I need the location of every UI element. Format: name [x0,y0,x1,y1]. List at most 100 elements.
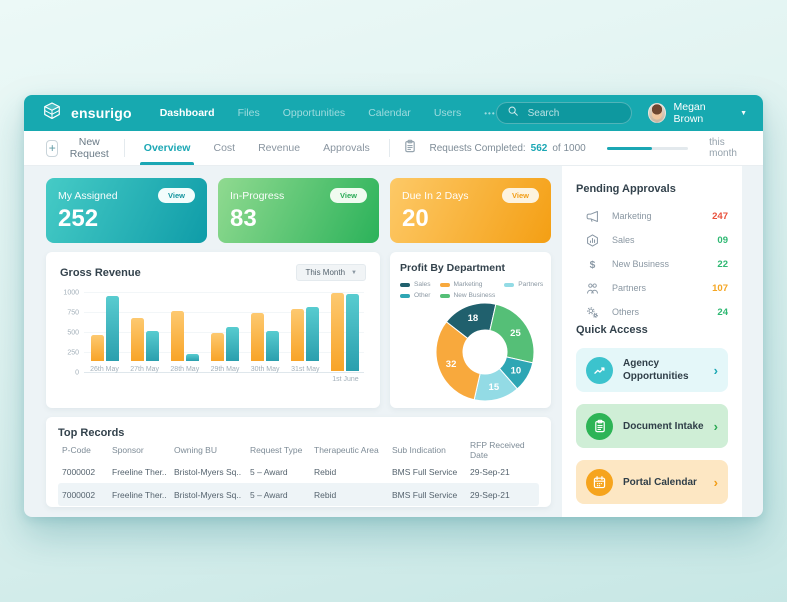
calendar-icon [586,468,613,496]
new-request-button[interactable]: + New Request [46,136,111,160]
bar-group-31st-may: 31st May [287,293,324,373]
tab-approvals[interactable]: Approvals [321,131,372,165]
gross-revenue-bar-chart: 0 250 500 750 1000 26th May 27th May 28th May 29… [56,289,370,399]
approval-count: 247 [712,210,728,222]
y-axis-tick: 750 [67,309,79,317]
y-axis-tick: 250 [67,349,79,357]
table-row[interactable]: 7000002 Freeline Ther.. Bristol-Myers Sq..… [58,483,539,506]
donut-slice-value: 15 [489,382,500,393]
search-icon [507,104,519,122]
quick-access-label: Portal Calendar [623,476,697,488]
tab-overview[interactable]: Overview [139,131,195,165]
table-header-row: P-Code Sponsor Owning BU Request Type Therap… [58,439,539,460]
search-box[interactable] [495,102,632,124]
table-cell: Freeline Ther.. [112,466,167,477]
quick-access-agency-opportunities[interactable]: Agency Opportunities › [576,348,728,392]
x-axis-label: 28th May [170,366,200,373]
bar-1st-june-series-teal [346,293,360,371]
profit-by-department-card: Profit By Department Sales Marketing Partn… [390,252,551,408]
clipboard-icon [586,412,613,440]
bar-group-28th-may: 28th May [166,293,203,373]
dashboard-content: My Assigned View 252 In-Progress View 83 Due I… [24,166,763,517]
summary-card-header: In-Progress View [230,188,367,203]
approval-count: 09 [717,234,728,246]
approval-item-partners[interactable]: Partners 107 [576,276,728,300]
bar-pair [170,293,199,361]
view-button[interactable]: View [158,188,195,203]
new-request-label: New Request [69,136,109,160]
approval-item-sales[interactable]: Sales 09 [576,228,728,252]
ensurigo-logo-icon [40,101,64,126]
summary-card-due-in-2-days[interactable]: Due In 2 Days View 20 [390,178,551,243]
brand[interactable]: ensurigo [40,101,132,126]
legend-label: Other [414,292,431,299]
bar-groups: 26th May 27th May 28th May 29th May 30th May… [86,293,364,383]
table-cell: 5 – Award [250,489,288,500]
nav-calendar[interactable]: Calendar [368,107,411,119]
table-row[interactable]: 7000002 Freeline Ther.. Bristol-Myers Sq..… [58,460,539,483]
bar-27th-may-series-orange [130,317,144,361]
clipboard-icon [403,139,417,158]
table-cell: Rebid [314,489,337,500]
top-records-title: Top Records [58,427,125,439]
summary-card-in-progress[interactable]: In-Progress View 83 [218,178,379,243]
avatar[interactable] [647,103,667,123]
legend-label: Partners [518,281,544,288]
summary-cards-row: My Assigned View 252 In-Progress View 83 Due I… [46,178,551,243]
bar-26th-may-series-teal [105,296,119,361]
bar-26th-may-series-orange [90,335,104,361]
donut-slice-value: 18 [468,313,479,324]
y-axis-tick: 0 [75,369,79,377]
nav-opportunities[interactable]: Opportunities [282,107,346,119]
charts-row: Gross Revenue This Month ▼ 0 250 500 750 100… [46,252,551,408]
view-button[interactable]: View [330,188,367,203]
table-header-cell: RFP Received Date [470,439,525,460]
legend-swatch [439,293,450,298]
donut-slice-value: 25 [510,328,521,339]
divider [124,139,125,157]
approval-item-new-business[interactable]: $ New Business 22 [576,252,728,276]
summary-card-my-assigned[interactable]: My Assigned View 252 [46,178,207,243]
requests-progress-fill [606,146,653,150]
top-records-card: Top Records P-Code Sponsor Owning BU Reques… [46,417,551,507]
approval-item-marketing[interactable]: Marketing 247 [576,204,728,228]
quick-access-label: Document Intake [623,420,704,432]
table-cell: Freeline Ther.. [112,489,167,500]
table-cell: BMS Full Service [392,466,458,477]
search-input[interactable] [525,106,621,120]
bar-30th-may-series-teal [266,331,280,361]
user-menu[interactable]: Megan Brown ▼ [647,101,747,125]
gridline [84,372,364,373]
view-button[interactable]: View [502,188,539,203]
gridline [84,292,364,293]
tab-revenue[interactable]: Revenue [256,131,302,165]
quick-access-portal-calendar[interactable]: Portal Calendar › [576,460,728,504]
bar-31st-may-series-teal [306,306,320,361]
nav-more[interactable]: ••• [484,108,496,118]
x-axis-label: 29th May [210,366,240,373]
quick-access-list: Agency Opportunities › Document Intake › Por… [576,348,728,504]
nav-files[interactable]: Files [237,107,260,119]
quick-access-document-intake[interactable]: Document Intake › [576,404,728,448]
bar-31st-may-series-orange [291,309,305,361]
plus-icon: + [46,139,59,157]
requests-progress-bar [606,146,689,150]
summary-card-value: 83 [230,205,257,232]
tab-cost[interactable]: Cost [211,131,237,165]
gross-revenue-title: Gross Revenue [60,266,141,279]
bar-pair [130,293,159,361]
bar-group-30th-may: 30th May [247,293,284,373]
table-cell: BMS Full Service [392,489,458,500]
approval-count: 24 [717,306,728,318]
month-filter-dropdown[interactable]: This Month ▼ [296,264,366,281]
nav-users[interactable]: Users [433,107,462,119]
table-header-cell: Sub Indication [392,444,446,455]
sales-chart-icon [585,233,600,247]
x-axis-label: 30th May [250,366,280,373]
legend-swatch [439,282,450,287]
approval-item-others[interactable]: Others 24 [576,300,728,324]
y-axis-tick: 1000 [63,289,79,297]
legend-label: Marketing [453,281,483,288]
nav-dashboard[interactable]: Dashboard [159,107,215,119]
table-cell: 29-Sep-21 [470,466,510,477]
